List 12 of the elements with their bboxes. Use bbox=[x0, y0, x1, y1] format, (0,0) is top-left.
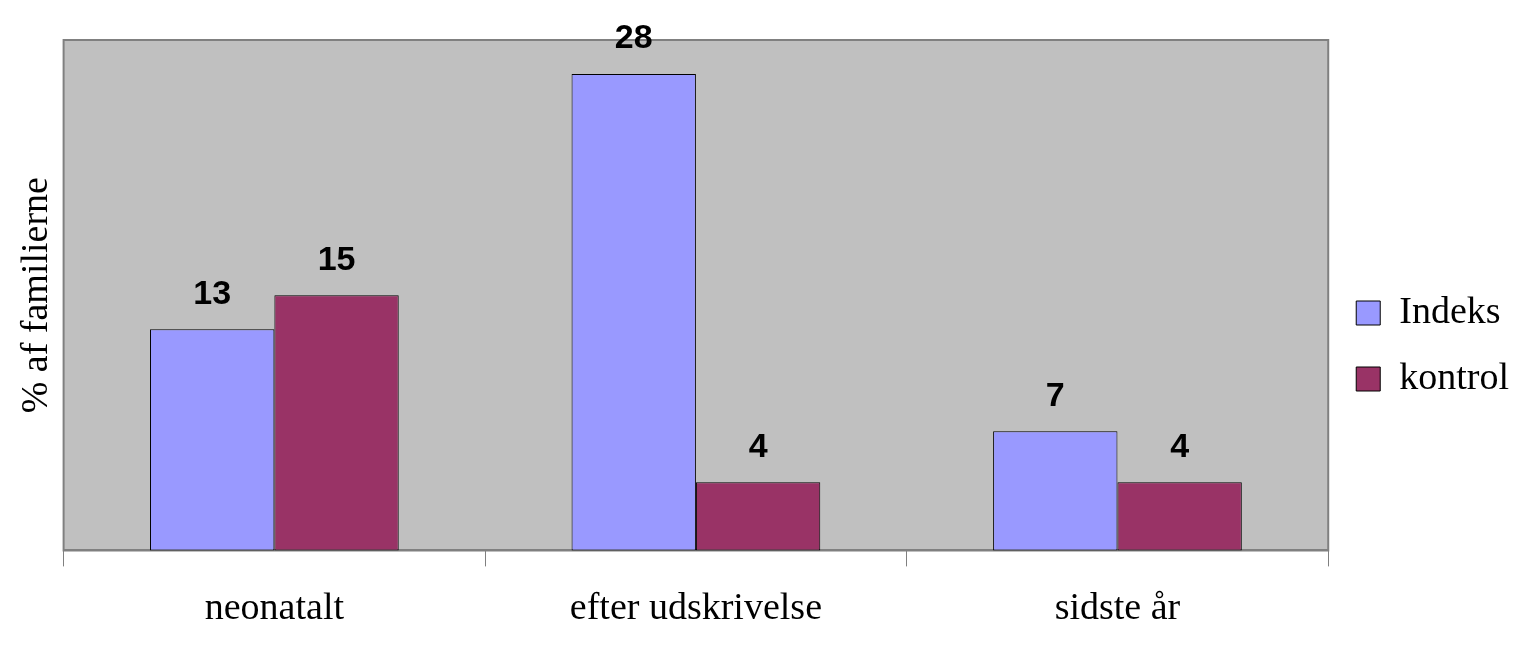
legend-label: Indeks bbox=[1399, 288, 1501, 331]
y-axis-title: % af familierne bbox=[12, 177, 55, 414]
data-label: 15 bbox=[317, 238, 356, 277]
x-tick-label: neonatalt bbox=[204, 585, 345, 628]
data-label: 4 bbox=[1170, 425, 1190, 464]
x-tick-label: efter udskrivelse bbox=[569, 585, 823, 628]
data-label: 28 bbox=[614, 17, 653, 56]
data-label: 7 bbox=[1045, 374, 1065, 413]
data-label: 13 bbox=[193, 272, 232, 311]
data-label: 4 bbox=[748, 425, 768, 464]
legend-label: kontrol bbox=[1399, 354, 1510, 397]
x-tick-label: sidste år bbox=[1054, 585, 1181, 628]
